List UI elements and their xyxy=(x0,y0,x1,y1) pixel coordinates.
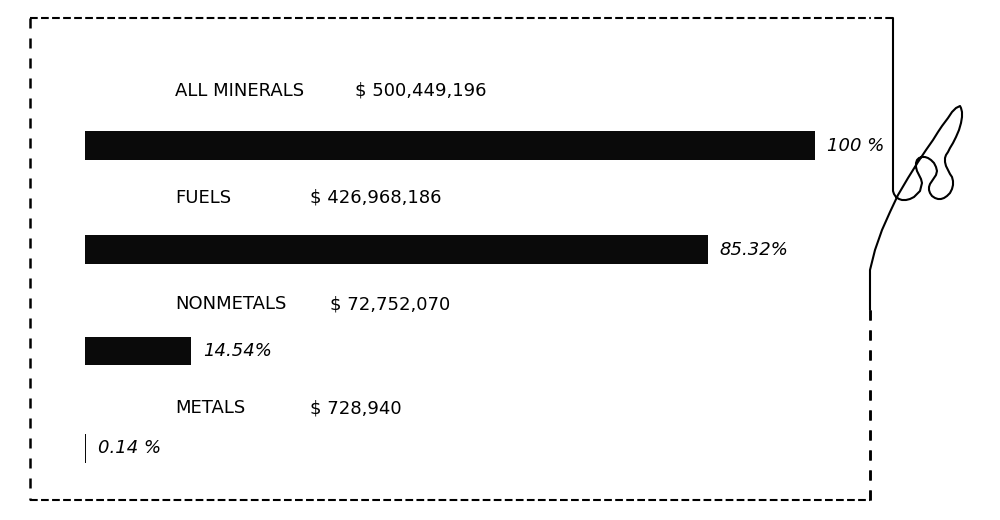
Bar xyxy=(85,434,86,463)
Bar xyxy=(85,235,708,264)
Text: 0.14 %: 0.14 % xyxy=(98,439,161,457)
Text: $ 500,449,196: $ 500,449,196 xyxy=(355,82,486,100)
Bar xyxy=(85,131,815,160)
Text: ALL MINERALS: ALL MINERALS xyxy=(175,82,304,100)
Text: $ 426,968,186: $ 426,968,186 xyxy=(310,189,442,206)
Bar xyxy=(85,337,191,365)
Text: $ 72,752,070: $ 72,752,070 xyxy=(330,295,450,313)
Text: 14.54%: 14.54% xyxy=(203,342,272,360)
Text: FUELS: FUELS xyxy=(175,189,231,206)
Text: 100 %: 100 % xyxy=(827,137,884,154)
Text: $ 728,940: $ 728,940 xyxy=(310,399,402,417)
Text: 85.32%: 85.32% xyxy=(720,241,789,258)
Text: METALS: METALS xyxy=(175,399,245,417)
Text: NONMETALS: NONMETALS xyxy=(175,295,286,313)
